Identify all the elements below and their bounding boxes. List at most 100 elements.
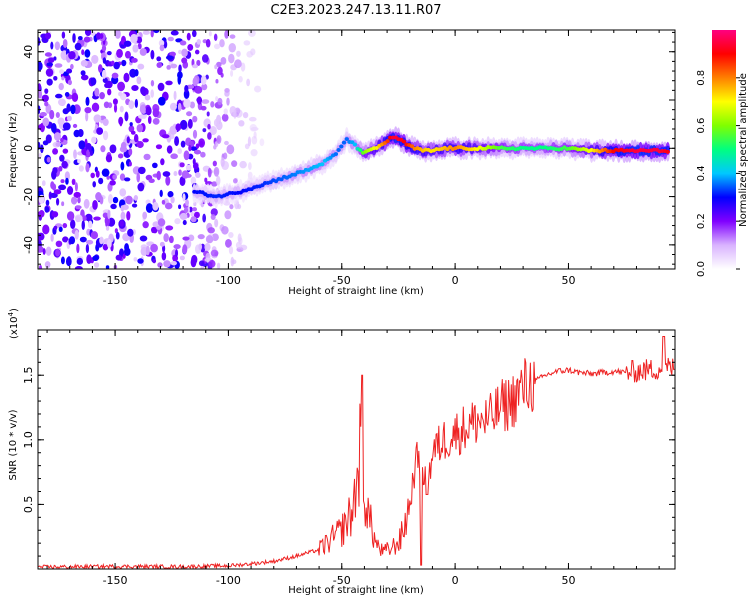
spectrogram-ridge-cell [341, 140, 347, 145]
spectrogram-noise-cell [201, 83, 208, 91]
spectrogram-noise-cell [233, 61, 240, 66]
spectrogram-noise-cell [94, 87, 100, 97]
spectrogram-noise-cell [66, 68, 73, 74]
spectrogram-noise-cell [209, 126, 217, 136]
svg-text:(x104): (x104) [7, 308, 20, 339]
spectrogram-noise-cell [182, 220, 187, 226]
spectrogram-noise-cell [105, 154, 113, 163]
spectrogram-noise-cell [72, 123, 78, 128]
spectrogram-noise-cell [45, 246, 52, 256]
spectrogram-noise-cell [168, 235, 174, 244]
spectrogram-noise-cell [225, 239, 232, 248]
spectrogram-noise-cell [184, 85, 189, 93]
x-tick-label: 0 [452, 274, 459, 287]
spectrogram-noise-cell [47, 57, 55, 63]
spectrogram-noise-cell [62, 148, 69, 154]
spectrogram-noise-cell [46, 78, 53, 86]
spectrogram-noise-cell [55, 112, 60, 118]
spectrogram-noise-cell [77, 36, 83, 41]
spectrogram-noise-cell [189, 101, 196, 109]
spectrogram-noise-cell [54, 41, 60, 51]
colorbar-tick-label: 0.2 [696, 213, 707, 229]
spectrogram-noise-cell [147, 115, 152, 125]
spectrogram-noise-cell [219, 39, 225, 48]
spectrogram-noise-cell [150, 30, 154, 38]
spectrogram-noise-cell [205, 39, 211, 48]
spectrogram-noise-cell [66, 106, 72, 112]
spectrogram-noise-cell [58, 165, 63, 172]
spectrogram-noise-cell [160, 158, 165, 166]
spectrogram-noise-cell [249, 123, 257, 132]
spectrogram-noise-cell [118, 116, 124, 126]
spectrogram-noise-cell [107, 209, 111, 220]
spectrogram-noise-cell [183, 98, 191, 108]
spectrogram-noise-cell [75, 215, 81, 223]
spectrogram-noise-cell [99, 33, 104, 39]
spectrogram-noise-cell [120, 205, 125, 212]
spectrogram-noise-cell [165, 175, 171, 186]
spectrogram-noise-cell [50, 41, 54, 50]
spectrogram-noise-cell [247, 136, 252, 147]
spectrogram-x-axis: -150 -100 -50 0 50 [46, 30, 660, 287]
spectrogram-noise-cell [165, 225, 174, 231]
spectrogram-noise-cell [74, 42, 82, 51]
spectrogram-noise-cell [173, 171, 178, 177]
snr-y-multiplier-exp: 4 [7, 311, 15, 316]
x-tick-label: -150 [103, 274, 128, 287]
spectrogram-noise-cell [66, 256, 72, 266]
spectrogram-noise-cell [120, 211, 126, 220]
spectrogram-noise-cell [38, 83, 42, 92]
spectrogram-noise-cell [107, 88, 112, 96]
spectrogram-noise-cell [194, 85, 203, 94]
spectrogram-noise-cell [127, 228, 134, 237]
spectrogram-noise-cell [208, 31, 212, 37]
spectrogram-noise-cell [143, 153, 151, 161]
spectrogram-noise-cell [102, 57, 107, 64]
spectrogram-ridge-cell [401, 139, 407, 144]
chart-title: C2E3.2023.247.13.11.R07 [270, 3, 441, 18]
spectrogram-noise-cell [201, 99, 210, 104]
spectrogram-noise-cell [163, 233, 169, 243]
spectrogram-noise-cell [224, 30, 229, 39]
spectrogram-noise-cell [120, 141, 127, 151]
spectrogram-noise-cell [54, 63, 63, 68]
spectrogram-noise-cell [76, 243, 80, 254]
spectrogram-noise-cell [73, 129, 80, 138]
y-tick-label: 20 [22, 93, 35, 107]
spectrogram-noise-cell [174, 218, 181, 225]
spectrogram-noise-cell [226, 144, 235, 155]
spectrogram-noise-cell [57, 117, 65, 126]
spectrogram-noise-cell [208, 259, 216, 268]
y-tick-label: -40 [22, 236, 35, 254]
spectrogram-noise-cell [186, 111, 193, 117]
spectrogram-noise-cell [157, 262, 163, 268]
spectrogram-noise-cell [161, 251, 167, 261]
spectrogram-noise-cell [142, 211, 148, 220]
spectrogram-noise-cell [119, 173, 126, 181]
spectrogram-noise-cell [179, 176, 186, 187]
x-tick-label: -100 [216, 574, 241, 587]
spectrogram-noise-cell [152, 162, 158, 169]
y-tick-label: 1.5 [22, 366, 35, 384]
spectrogram-noise-cell [138, 114, 146, 119]
spectrogram-noise-cell [179, 162, 185, 168]
spectrogram-noise-cell [174, 136, 180, 147]
spectrogram-noise-cell [124, 243, 130, 252]
spectrogram-noise-cell [191, 64, 199, 69]
spectrogram-noise-cell [86, 254, 92, 265]
spectrogram-noise-cell [137, 182, 145, 192]
spectrogram-noise-cell [187, 234, 195, 242]
spectrogram-noise-cell [162, 171, 171, 177]
spectrogram-noise-cell [130, 130, 136, 135]
spectrogram-noise-cell [50, 181, 55, 190]
spectrogram-noise-cell [175, 123, 182, 131]
spectrogram-noise-cell [183, 150, 190, 161]
spectrogram-noise-cell [58, 184, 67, 191]
spectrogram-noise-cell [84, 106, 92, 114]
spectrogram-noise-cell [153, 30, 160, 34]
spectrogram-noise-cell [217, 97, 223, 106]
spectrogram-noise-cell [96, 127, 104, 135]
spectrogram-noise-cell [233, 109, 237, 119]
spectrogram-noise-cell [159, 189, 163, 198]
spectrogram-noise-cell [91, 54, 99, 64]
